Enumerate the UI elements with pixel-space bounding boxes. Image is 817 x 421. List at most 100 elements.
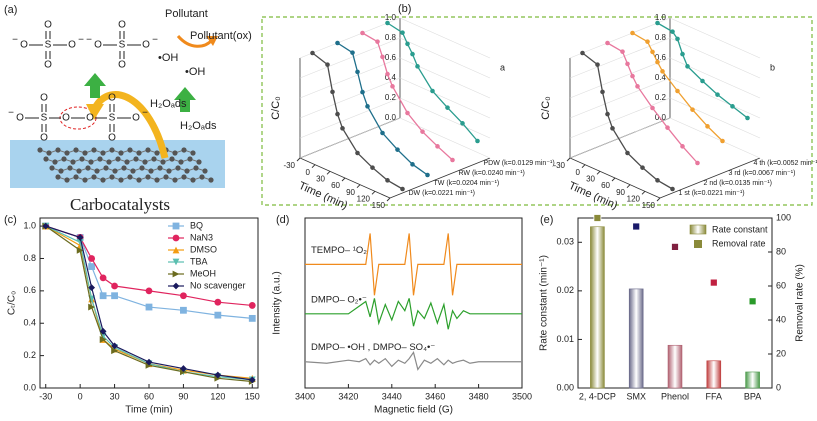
- y-tick-label: 1.0: [23, 220, 36, 230]
- data-point: [42, 222, 50, 230]
- data-point: [665, 125, 670, 130]
- legend-label: 4 th (k=0.0052 min⁻¹): [754, 160, 817, 167]
- data-point: [420, 129, 425, 134]
- data-point: [680, 51, 685, 57]
- data-point: [248, 314, 256, 322]
- data-point: [605, 111, 610, 117]
- data-point: [625, 61, 630, 67]
- graphene-atom: [97, 156, 103, 162]
- x-tick-label: Phenol: [661, 391, 689, 401]
- tick-mark: [356, 184, 361, 189]
- legend-marker: [172, 282, 180, 290]
- tick-mark: [626, 184, 631, 189]
- data-point: [99, 336, 107, 343]
- graphene-atom: [82, 177, 88, 183]
- data-point: [180, 292, 187, 300]
- data-point: [325, 62, 330, 67]
- graphene-atom: [133, 156, 139, 162]
- graphene-atom: [142, 159, 148, 165]
- y-tick-label: 0.4: [385, 73, 397, 82]
- data-point: [88, 284, 96, 292]
- y-axis-title: Intensity (a.u.): [272, 271, 283, 334]
- x-tick-label: 3500: [512, 391, 532, 401]
- graphene-atom: [127, 174, 133, 180]
- y-tick-label: 0.2: [385, 93, 397, 102]
- atom-label: O: [16, 113, 24, 124]
- data-point: [730, 104, 735, 109]
- data-point: [680, 144, 685, 149]
- graphene-atom: [175, 165, 181, 171]
- graphene-atom: [166, 168, 172, 174]
- data-point: [415, 64, 420, 69]
- x-tick-label: -30: [283, 161, 295, 170]
- data-point: [180, 306, 187, 314]
- data-point: [214, 371, 222, 379]
- graphene-atom: [109, 147, 115, 153]
- x-axis-title: Time (min): [567, 180, 620, 212]
- legend-marker: [172, 258, 180, 266]
- data-point: [248, 376, 256, 384]
- y-axis-title: Rate constant (min⁻¹): [539, 255, 550, 351]
- data-point: [600, 89, 605, 95]
- graphene-atom: [148, 168, 154, 174]
- grid-line: [569, 17, 671, 59]
- legend-label: PDW (k=0.0129 min⁻¹): [484, 160, 555, 167]
- y-tick-label: 0.00: [556, 382, 574, 392]
- graphene-atom: [64, 177, 70, 183]
- graphene-atom: [139, 165, 145, 171]
- data-point: [715, 92, 720, 97]
- legend-marker: [172, 234, 180, 242]
- data-point: [400, 30, 405, 35]
- data-point: [655, 178, 660, 183]
- series-line: [657, 22, 748, 119]
- data-point: [655, 20, 660, 26]
- data-point: [605, 40, 610, 46]
- data-point: [99, 274, 107, 282]
- species-label: Pollutant: [165, 8, 208, 20]
- data-point: [330, 89, 335, 95]
- data-point: [390, 84, 395, 89]
- diagram-title: Carbocatalysts: [70, 195, 170, 214]
- panel-label: (c): [4, 214, 17, 226]
- y2-tick-label: 80: [776, 246, 786, 256]
- x-axis-title: Time (min): [297, 180, 350, 212]
- data-point: [671, 242, 679, 251]
- y-tick-label: 0.4: [655, 73, 667, 82]
- spectrum: [305, 233, 522, 296]
- legend-label: MeOH: [190, 268, 216, 278]
- atom-label: −: [142, 108, 148, 119]
- graphene-atom: [178, 159, 184, 165]
- x-tick-label: 120: [357, 194, 371, 203]
- graphene-atom: [115, 156, 121, 162]
- grid-line: [399, 77, 491, 119]
- data-point: [88, 303, 96, 311]
- panel-label: (a): [4, 4, 17, 16]
- species-label: H₂Oₐds: [180, 120, 217, 132]
- bar: [706, 360, 722, 389]
- data-point: [355, 69, 360, 75]
- atom-label: S: [119, 40, 126, 51]
- tick-mark: [611, 177, 616, 182]
- grid-line: [299, 57, 401, 99]
- y-tick-label: 0.01: [556, 334, 574, 344]
- graphene-atom: [184, 168, 190, 174]
- atom-label: −: [12, 35, 18, 46]
- x-tick-label: BPA: [744, 391, 761, 401]
- atom-label: −: [86, 35, 92, 46]
- data-point: [660, 69, 665, 74]
- x-tick-label: 3460: [425, 391, 445, 401]
- grid-line: [299, 37, 401, 79]
- data-point: [214, 298, 222, 306]
- graphene-atom: [67, 165, 73, 171]
- atom-label: −: [152, 35, 158, 46]
- data-point: [380, 54, 385, 60]
- graphene-atom: [154, 150, 160, 156]
- x-tick-label: 30: [110, 391, 120, 401]
- y-tick-label: 0.0: [385, 113, 397, 122]
- x-tick-label: 0: [78, 391, 83, 401]
- legend-label: RW (k=0.0240 min⁻¹): [459, 170, 525, 177]
- data-point: [360, 30, 365, 36]
- plot-frame: [304, 217, 523, 389]
- graphene-atom: [46, 150, 52, 156]
- oxidation-arrow: [176, 34, 214, 48]
